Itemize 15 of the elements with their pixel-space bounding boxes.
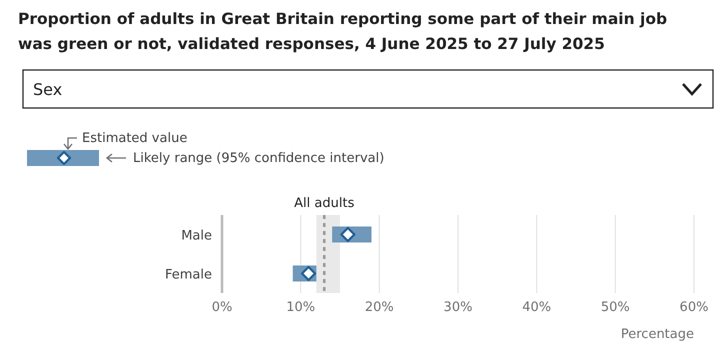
y-tick-label: Female <box>164 268 212 282</box>
chart-title: Proportion of adults in Great Britain reporting some part of their main job was green or not, validated responses, 4 June 2025 to 27 July 2025 <box>18 10 668 53</box>
x-tick-label: 20% <box>364 300 394 315</box>
text: Estimated value <box>82 131 188 146</box>
ref-line-label: All adults <box>294 196 355 211</box>
x-tick-label: 40% <box>522 300 552 315</box>
text: Likely range (95% confidence interval) <box>133 151 384 166</box>
text: Sex <box>33 80 62 99</box>
y-tick-label: Male <box>181 228 212 244</box>
x-axis-title: Percentage <box>620 327 694 342</box>
x-tick-label: 10% <box>286 300 316 315</box>
x-tick-label: 50% <box>600 300 630 315</box>
x-tick-label: 30% <box>444 300 472 315</box>
x-tick-label: 60% <box>680 300 708 315</box>
x-tick-label: 0% <box>212 300 232 315</box>
